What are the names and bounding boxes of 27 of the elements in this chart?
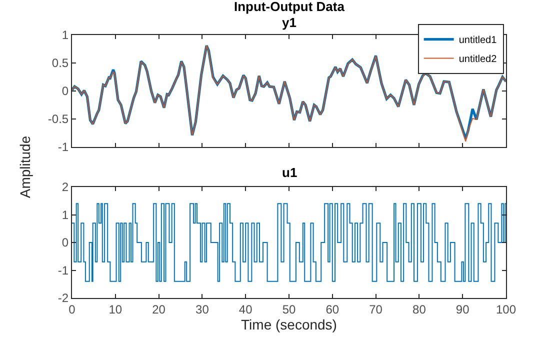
y-tick-label: 1 (62, 28, 69, 42)
x-tick-label: 100 (496, 302, 516, 316)
y-tick-label: 2 (62, 180, 69, 194)
chart-title: u1 (282, 165, 298, 180)
y-tick-label: 0 (62, 236, 69, 250)
x-tick-label: 30 (196, 302, 210, 316)
legend-label: untitled2 (458, 54, 498, 66)
y-axis-title: Amplitude (17, 136, 33, 198)
x-tick-label: 20 (152, 302, 166, 316)
y-tick-label: -1 (58, 263, 69, 278)
legend-label: untitled1 (458, 35, 498, 46)
x-tick-label: 90 (456, 302, 470, 316)
x-tick-label: 80 (412, 302, 426, 316)
y-tick-label: -0.5 (48, 112, 69, 126)
y-tick-label: 1 (62, 208, 69, 222)
y-tick-label: -1 (58, 140, 69, 154)
y-tick-label: -2 (58, 291, 69, 306)
x-tick-label: 60 (326, 302, 340, 316)
x-tick-label: 10 (108, 302, 122, 316)
y-tick-label: 0.5 (52, 56, 69, 70)
x-tick-label: 50 (282, 302, 296, 316)
x-tick-label: 40 (238, 302, 253, 316)
chart-title: Input-Output Data (234, 0, 346, 14)
y-tick-label: 0 (62, 84, 69, 98)
x-axis-title: Time (seconds) (241, 316, 337, 332)
chart-subtitle: y1 (282, 15, 296, 30)
x-tick-label: 70 (369, 302, 383, 316)
